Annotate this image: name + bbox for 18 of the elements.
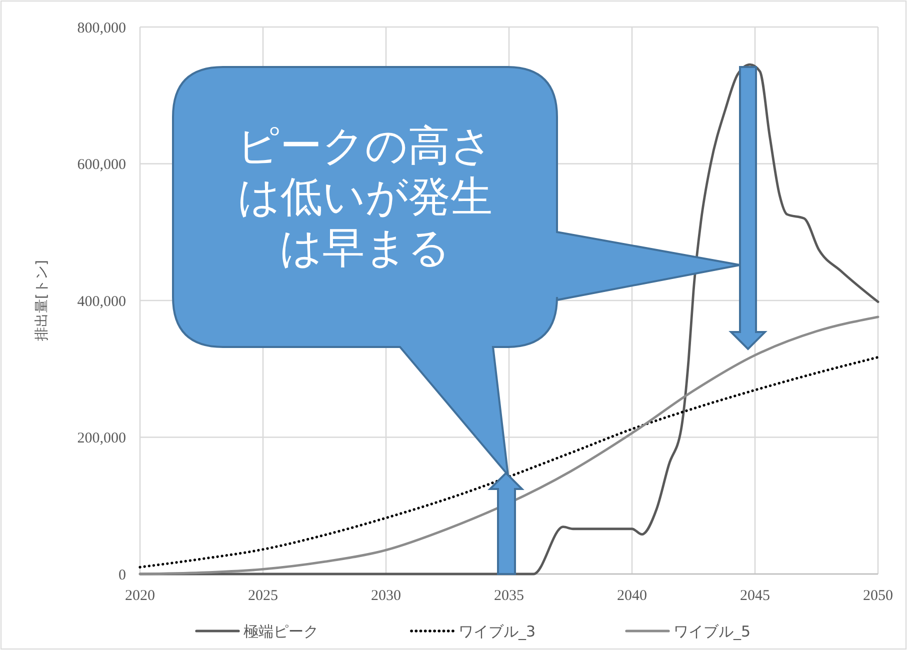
- legend-label: ワイブル_3: [458, 622, 536, 640]
- y-axis-title: 排出量[トン]: [34, 260, 50, 341]
- x-tick-label: 2025: [248, 588, 278, 604]
- x-tick-label: 2020: [125, 588, 155, 604]
- x-tick-label: 2030: [371, 588, 401, 604]
- x-tick-label: 2050: [863, 588, 893, 604]
- annotation: ピークの高さは低いが発生は早まる: [237, 121, 493, 272]
- legend-label: ワイブル_5: [674, 622, 751, 640]
- y-tick-label: 600,000: [77, 157, 126, 173]
- y-tick-label: 200,000: [77, 430, 126, 446]
- line-series: [138, 356, 880, 568]
- y-tick-label: 800,000: [77, 20, 126, 36]
- y-tick-label: 0: [118, 567, 126, 584]
- x-tick-label: 2045: [740, 588, 770, 604]
- x-tick-label: 2040: [617, 588, 647, 604]
- legend-label: 極端ピーク: [244, 622, 318, 640]
- x-tick-label: 2035: [494, 588, 524, 604]
- y-tick-label: 400,000: [77, 294, 126, 310]
